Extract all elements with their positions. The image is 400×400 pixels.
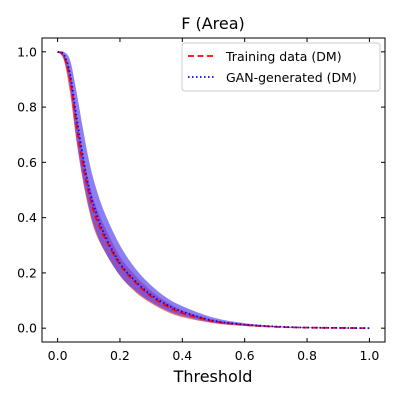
legend: Training data (DM) GAN-generated (DM) — [181, 42, 381, 92]
y-tick-label: 1.0 — [17, 44, 37, 59]
legend-label-gan: GAN-generated (DM) — [226, 70, 357, 85]
x-tick-label: 1.0 — [359, 348, 379, 363]
axis-tick-labels: 0.0 0.2 0.4 0.6 0.8 1.0 0.0 0.2 0.4 0.6 0.8 1.0 — [17, 44, 379, 363]
legend-box — [181, 42, 381, 92]
x-tick-label: 0.4 — [172, 348, 192, 363]
x-tick-label: 0.2 — [110, 348, 130, 363]
y-tick-label: 0.6 — [17, 155, 37, 170]
series-lines — [57, 50, 370, 330]
x-tick-label: 0.6 — [235, 348, 255, 363]
legend-label-training: Training data (DM) — [225, 49, 342, 64]
axis-ticks — [42, 38, 385, 342]
chart-title: F (Area) — [181, 14, 245, 33]
y-tick-label: 0.4 — [17, 210, 37, 225]
x-tick-label: 0.0 — [48, 348, 68, 363]
series-line-gan — [57, 50, 370, 330]
y-tick-label: 0.2 — [17, 265, 37, 280]
x-tick-label: 0.8 — [297, 348, 317, 363]
x-axis-label: Threshold — [173, 367, 253, 386]
y-tick-label: 0.0 — [17, 321, 37, 336]
y-tick-label: 0.8 — [17, 100, 37, 115]
plot-frame — [41, 37, 386, 343]
